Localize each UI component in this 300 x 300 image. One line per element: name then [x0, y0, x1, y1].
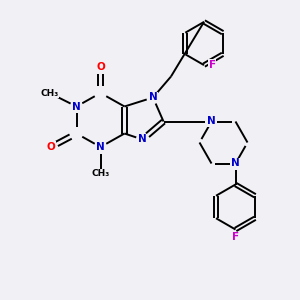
- Text: O: O: [96, 62, 105, 73]
- Text: F: F: [232, 232, 239, 242]
- Text: N: N: [138, 134, 147, 145]
- Text: CH₃: CH₃: [92, 169, 110, 178]
- Text: O: O: [46, 142, 56, 152]
- Text: N: N: [72, 101, 81, 112]
- Text: N: N: [231, 158, 240, 169]
- Text: N: N: [96, 142, 105, 152]
- Text: N: N: [207, 116, 216, 127]
- Text: F: F: [208, 60, 216, 70]
- Text: N: N: [148, 92, 158, 103]
- Text: CH₃: CH₃: [40, 88, 58, 98]
